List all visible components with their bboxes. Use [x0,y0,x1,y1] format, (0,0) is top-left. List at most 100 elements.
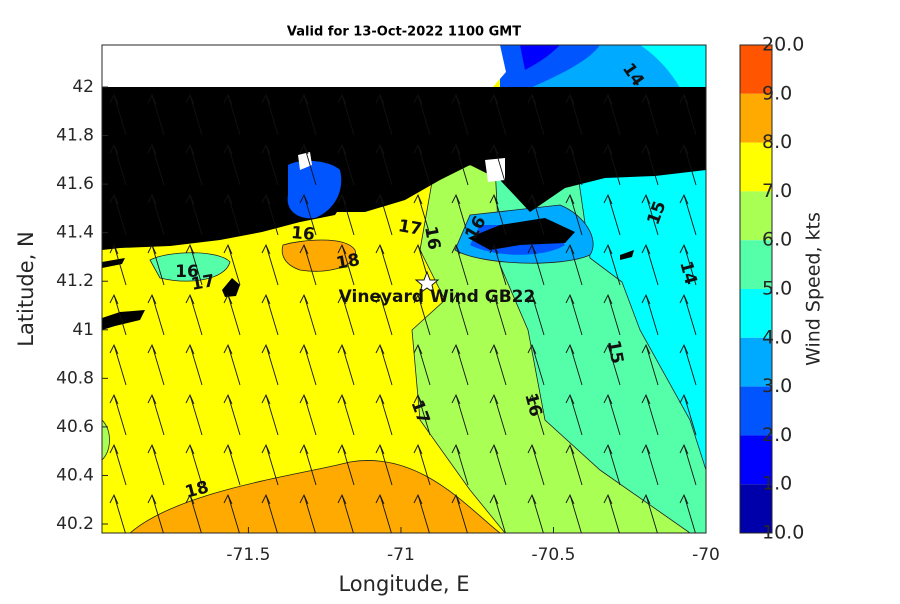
colorbar-tick-label: 6.0 [762,229,792,251]
colorbar-band [740,484,772,533]
colorbar-band [740,240,772,289]
wind-arrow [261,93,279,136]
wind-arrow [147,143,165,186]
x-tick-label: -71 [387,545,415,565]
wind-arrow [299,243,317,286]
wind-arrow [451,143,469,186]
wind-arrow [527,243,545,286]
wind-arrow [147,443,165,486]
colorbar-tick-label: 8.0 [762,131,792,153]
wind-arrow [375,443,393,486]
wind-arrow [185,93,203,136]
wind-arrow [489,193,507,236]
contour-label: 17 [397,216,424,240]
wind-arrow [679,93,697,136]
wind-arrow [185,293,203,336]
wind-arrow [413,443,431,486]
y-tick-label: 41.8 [56,126,94,146]
wind-arrow [641,293,659,336]
x-tick-label: -70 [692,545,720,565]
annotation: Vineyard Wind GB22 [339,287,536,307]
wind-arrow [603,143,621,186]
contour-label: 17 [190,271,217,295]
wind-arrow [679,293,697,336]
wind-arrow [337,343,355,386]
wind-arrow [413,143,431,186]
wind-arrow [185,493,202,533]
wind-arrow [109,93,127,136]
wind-arrow [489,243,507,286]
wind-arrow [299,443,317,486]
wind-arrow [223,293,241,336]
contour-region [640,45,706,88]
y-axis-label: Latitude, N [14,231,38,347]
wind-arrow [147,393,165,436]
colorbar-tick-label: 3.0 [762,375,792,397]
wind-arrow [565,93,583,136]
y-tick-label: 40.2 [56,514,94,534]
island [468,218,575,250]
wind-arrow [679,343,697,386]
wind-arrow [641,93,659,136]
wind-arrow [565,443,583,486]
island [102,310,145,330]
wind-arrow [147,293,165,336]
colorbar-band [740,191,772,241]
chart-title: Valid for 13-Oct-2022 1100 GMT [287,25,521,40]
wind-arrow [603,243,621,286]
colorbar-band [740,386,772,436]
wind-arrow [527,93,545,136]
wind-arrow [565,293,583,336]
wind-arrow [451,443,469,486]
wind-arrow [337,193,355,236]
wind-arrow [223,443,241,486]
wind-arrow [223,493,240,533]
land [102,87,706,250]
x-axis-label: Longitude, E [338,572,469,596]
wind-arrow [185,193,203,236]
wind-arrow [375,293,393,336]
y-tick-label: 40.6 [56,417,94,437]
wind-arrow [527,443,545,486]
colorbar-band [740,93,772,143]
wind-arrow [223,393,241,436]
wind-arrow [413,293,431,336]
wind-arrow [147,243,165,286]
wind-arrow [375,393,393,436]
wind-arrow [185,143,203,186]
wind-arrow [489,293,507,336]
colorbar-tick-label: 4.0 [762,326,792,348]
wind-arrow [375,93,393,136]
wind-arrow [147,93,165,136]
wind-arrow [527,493,544,533]
wind-arrow [451,393,469,436]
colorbar-tick-label: 1.0 [762,473,792,495]
y-tick-label: 40.4 [56,465,94,485]
wind-arrow [489,493,506,533]
x-tick-label: -71.5 [226,545,270,565]
wind-arrow [299,193,317,236]
wind-arrow [641,143,659,186]
wind-arrow [565,193,583,236]
colorbar-label: Wind Speed, kts [803,212,825,366]
wind-arrow [109,443,127,486]
wind-arrow [603,443,621,486]
wind-arrow [451,243,469,286]
wind-arrow [565,343,583,386]
wind-arrow [527,343,545,386]
wind-arrow [413,493,430,533]
wind-arrow [451,93,469,136]
wind-arrow [679,193,697,236]
y-tick-label: 41.2 [56,271,94,291]
wind-arrow [565,393,583,436]
wind-arrow [413,93,431,136]
wind-arrow [185,443,203,486]
y-tick-label: 42 [72,77,94,97]
wind-arrow [489,143,507,186]
wind-arrow [375,243,393,286]
wind-arrow [603,393,621,436]
wind-arrow [109,343,127,386]
colorbar-band [740,142,772,192]
wind-arrow [261,393,279,436]
wind-arrow [299,143,317,186]
